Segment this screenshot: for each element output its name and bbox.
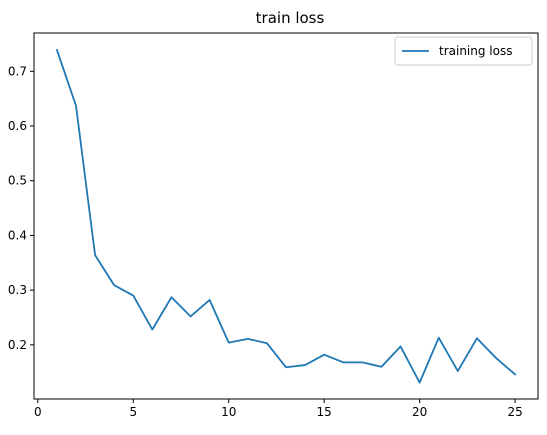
x-tick-label: 25 [507,405,522,419]
chart-title: train loss [256,9,325,27]
y-tick-label: 0.4 [8,228,27,242]
x-tick-label: 0 [34,405,42,419]
x-tick-label: 20 [412,405,427,419]
legend-label: training loss [439,44,512,58]
x-tick-label: 5 [129,405,137,419]
plot-area [34,33,538,399]
axes [33,32,539,400]
series-line-training-loss [55,48,517,384]
y-tick-label: 0.6 [8,119,27,133]
y-tick-label: 0.3 [8,283,27,297]
x-tick-label: 15 [317,405,332,419]
axes-frame [33,32,539,400]
y-tick-label: 0.5 [8,174,27,188]
x-tick-label: 10 [221,405,236,419]
y-tick-label: 0.7 [8,64,27,78]
legend-box [394,36,533,66]
y-tick-label: 0.2 [8,338,27,352]
plot-background [34,33,538,399]
legend: training loss [394,36,533,66]
ticks: 0 5 10 15 20 25 0.2 0.3 0.4 0.5 0.6 0.7 [8,64,523,419]
series-layer [55,48,517,384]
